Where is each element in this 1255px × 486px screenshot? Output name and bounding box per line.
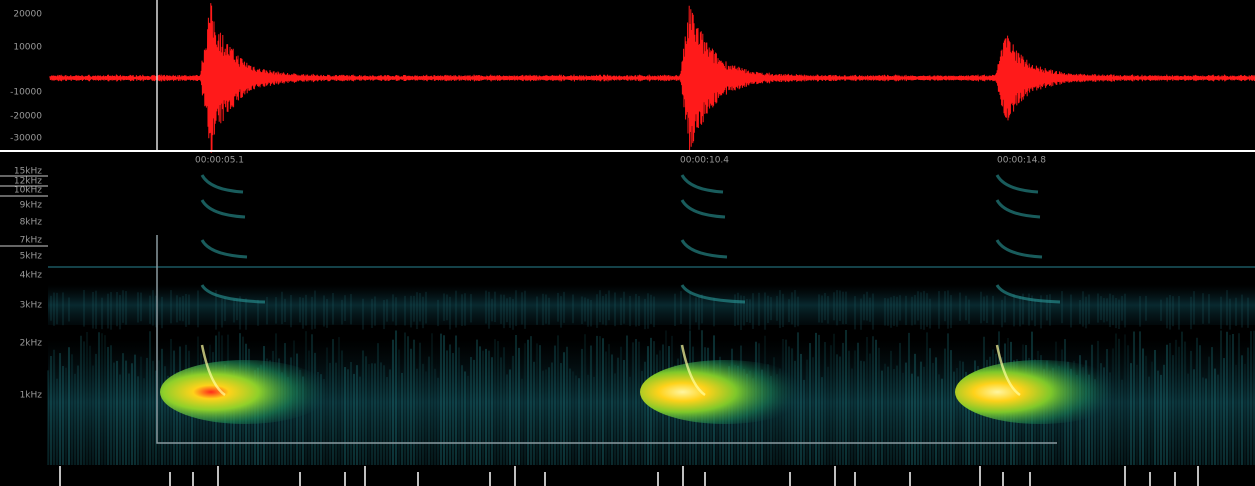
spectrogram-y-label: 7kHz bbox=[20, 236, 43, 246]
energy-blob bbox=[160, 360, 330, 424]
waveform-y-label: -20000 bbox=[10, 112, 42, 122]
spectrogram-y-label: 3kHz bbox=[20, 301, 43, 311]
spectrogram-y-label: 5kHz bbox=[20, 252, 43, 262]
spectrogram-y-label: 1kHz bbox=[20, 391, 43, 401]
event-marker-label: 00:00:14.8 bbox=[997, 156, 1046, 166]
spectrogram-y-label: 8kHz bbox=[20, 218, 43, 228]
spectrogram-y-label: 15kHz bbox=[14, 167, 42, 177]
spectrogram-y-label: 2kHz bbox=[20, 339, 43, 349]
waveform-y-label: -10000 bbox=[10, 88, 42, 98]
event-marker-label: 00:00:10.4 bbox=[680, 156, 729, 166]
waveform-y-label: 20000 bbox=[13, 10, 42, 20]
spectrogram-y-label: 10kHz bbox=[14, 186, 42, 196]
waveform-y-label: -30000 bbox=[10, 134, 42, 144]
analysis-view: 2000010000-10000-20000-3000015kHz12kHz10… bbox=[0, 0, 1255, 486]
energy-blob bbox=[955, 360, 1125, 424]
energy-blob bbox=[640, 360, 810, 424]
event-marker-label: 00:00:05.1 bbox=[195, 156, 244, 166]
spectrogram-y-label: 4kHz bbox=[20, 271, 43, 281]
waveform-y-label: 10000 bbox=[13, 43, 42, 53]
spectrogram-y-label: 9kHz bbox=[20, 201, 43, 211]
app: 2000010000-10000-20000-3000015kHz12kHz10… bbox=[0, 0, 1255, 486]
